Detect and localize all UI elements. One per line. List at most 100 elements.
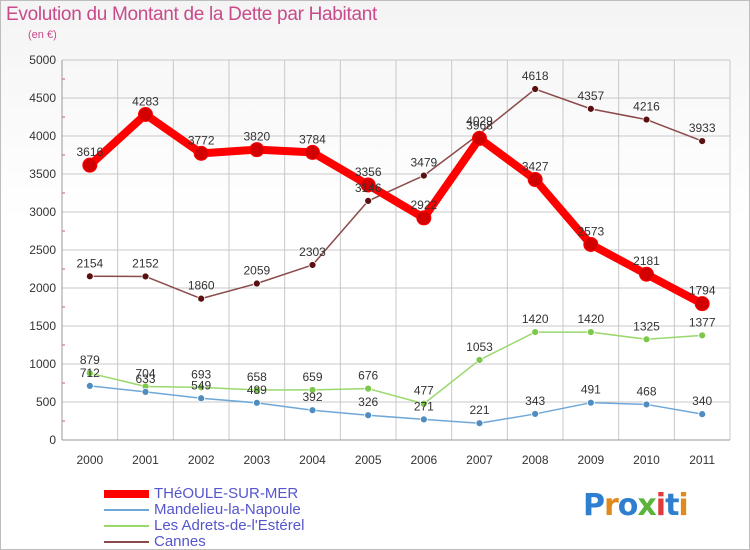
data-label-mandelieu-la-napoule: 343 (525, 394, 545, 408)
data-point-les-adrets-de-l-est-rel (197, 383, 206, 392)
data-label-mandelieu-la-napoule: 271 (414, 399, 434, 413)
data-label-mandelieu-la-napoule: 549 (191, 378, 211, 392)
data-label-mandelieu-la-napoule: 468 (636, 384, 656, 398)
data-point-mandelieu-la-napoule (85, 381, 94, 390)
data-point-les-adrets-de-l-est-rel (308, 386, 317, 394)
data-point-th-oule-sur-mer (583, 236, 599, 252)
data-point-cannes (308, 261, 317, 269)
x-tick-label-2010: 2010 (633, 453, 660, 467)
data-point-mandelieu-la-napoule (197, 394, 206, 403)
data-label-th-oule-sur-mer: 2573 (577, 224, 604, 238)
data-point-cannes (586, 104, 595, 113)
x-tick-label-2005: 2005 (355, 453, 382, 467)
data-point-th-oule-sur-mer (360, 177, 376, 193)
data-label-mandelieu-la-napoule: 491 (581, 383, 601, 397)
y-tick-label-5000: 5000 (29, 53, 56, 67)
data-point-mandelieu-la-napoule (364, 411, 373, 420)
logo-letter: P (583, 488, 605, 523)
data-point-mandelieu-la-napoule (419, 415, 428, 424)
data-point-cannes (642, 115, 651, 124)
data-point-mandelieu-la-napoule (586, 398, 595, 407)
data-label-cannes: 2152 (132, 256, 159, 270)
proxiti-logo: Proxiti (583, 488, 689, 523)
chart-title: Evolution du Montant de la Dette par Hab… (6, 4, 377, 25)
data-label-cannes: 1860 (188, 279, 215, 293)
data-point-th-oule-sur-mer (472, 130, 487, 146)
data-label-th-oule-sur-mer: 3356 (355, 165, 382, 179)
data-point-th-oule-sur-mer (82, 157, 98, 173)
legend-label-cannes: Cannes (154, 533, 206, 550)
y-tick-label-500: 500 (36, 395, 56, 409)
line-chart: 0 500 1000 1500 2000 2500 3000 3500 4000 4500 5000… (29, 53, 731, 467)
data-point-th-oule-sur-mer (639, 266, 654, 282)
legend-label-mandelieu: Mandelieu-la-Napoule (154, 501, 301, 518)
data-label-mandelieu-la-napoule: 221 (469, 403, 489, 417)
data-label-th-oule-sur-mer: 3968 (466, 118, 493, 132)
logo-letter: t (665, 488, 679, 523)
data-point-th-oule-sur-mer (694, 296, 710, 312)
data-point-cannes (197, 294, 206, 303)
data-label-mandelieu-la-napoule: 340 (692, 394, 712, 408)
data-point-les-adrets-de-l-est-rel (252, 386, 261, 394)
x-tick-label-2009: 2009 (577, 453, 604, 467)
data-point-cannes (531, 85, 540, 93)
data-point-mandelieu-la-napoule (141, 387, 150, 396)
data-label-cannes: 3933 (689, 121, 716, 135)
data-label-les-adrets-de-l-est-rel: 693 (191, 367, 211, 381)
x-tick-label-2001: 2001 (132, 453, 159, 467)
data-label-th-oule-sur-mer: 3820 (243, 130, 270, 144)
x-tick-label-2004: 2004 (299, 453, 326, 467)
data-point-th-oule-sur-mer (138, 106, 153, 122)
data-label-th-oule-sur-mer: 2922 (410, 198, 437, 212)
data-label-cannes: 4618 (522, 69, 549, 83)
series-line-mandelieu-la-napoule (89, 385, 703, 424)
data-point-les-adrets-de-l-est-rel (531, 328, 540, 336)
data-label-les-adrets-de-l-est-rel: 704 (135, 366, 155, 380)
data-label-mandelieu-la-napoule: 392 (302, 390, 322, 404)
data-point-les-adrets-de-l-est-rel (642, 335, 651, 344)
x-tick-label-2000: 2000 (76, 453, 103, 467)
legend-swatch-mandelieu (104, 509, 149, 511)
data-point-les-adrets-de-l-est-rel (586, 328, 595, 336)
data-point-les-adrets-de-l-est-rel (85, 369, 94, 378)
x-tick-label-2011: 2011 (689, 453, 715, 467)
y-tick-label-2000: 2000 (29, 281, 56, 295)
data-point-les-adrets-de-l-est-rel (419, 399, 428, 408)
data-point-th-oule-sur-mer (305, 144, 320, 160)
data-point-cannes (252, 279, 261, 288)
y-tick-label-3000: 3000 (29, 205, 56, 219)
data-point-mandelieu-la-napoule (252, 398, 261, 407)
data-point-les-adrets-de-l-est-rel (698, 331, 707, 340)
data-label-th-oule-sur-mer: 3616 (76, 145, 103, 159)
y-tick-label-1500: 1500 (29, 319, 56, 333)
legend-label-adrets: Les Adrets-de-l'Estérel (154, 517, 305, 534)
data-point-cannes (698, 137, 707, 145)
data-label-cannes: 3146 (355, 181, 382, 195)
data-label-cannes: 2154 (76, 256, 103, 270)
data-label-mandelieu-la-napoule: 489 (247, 383, 267, 397)
series-line-les-adrets-de-l-est-rel (89, 331, 703, 405)
data-label-les-adrets-de-l-est-rel: 1325 (633, 319, 660, 333)
legend-swatch-theoule (104, 490, 149, 498)
data-point-cannes (85, 272, 94, 281)
data-label-les-adrets-de-l-est-rel: 477 (414, 384, 434, 398)
legend-swatch-adrets (104, 525, 149, 527)
data-label-les-adrets-de-l-est-rel: 879 (80, 353, 100, 367)
data-point-th-oule-sur-mer (527, 172, 543, 188)
legend-swatch-cannes (104, 541, 149, 543)
data-point-mandelieu-la-napoule (698, 410, 707, 419)
data-label-cannes: 3479 (410, 156, 437, 170)
y-tick-label-2500: 2500 (29, 243, 56, 257)
data-label-les-adrets-de-l-est-rel: 659 (302, 370, 322, 384)
y-tick-label-3500: 3500 (29, 167, 56, 181)
data-label-cannes: 4029 (466, 114, 493, 128)
data-point-cannes (419, 171, 428, 180)
data-label-mandelieu-la-napoule: 326 (358, 395, 378, 409)
data-point-mandelieu-la-napoule (475, 419, 484, 428)
y-tick-label-4000: 4000 (29, 129, 56, 143)
x-tick-label-2006: 2006 (410, 453, 437, 467)
chart-unit-label: (en €) (28, 29, 57, 41)
data-label-les-adrets-de-l-est-rel: 1420 (577, 312, 604, 326)
logo-letter: r (604, 488, 619, 523)
data-label-th-oule-sur-mer: 3772 (188, 133, 215, 147)
